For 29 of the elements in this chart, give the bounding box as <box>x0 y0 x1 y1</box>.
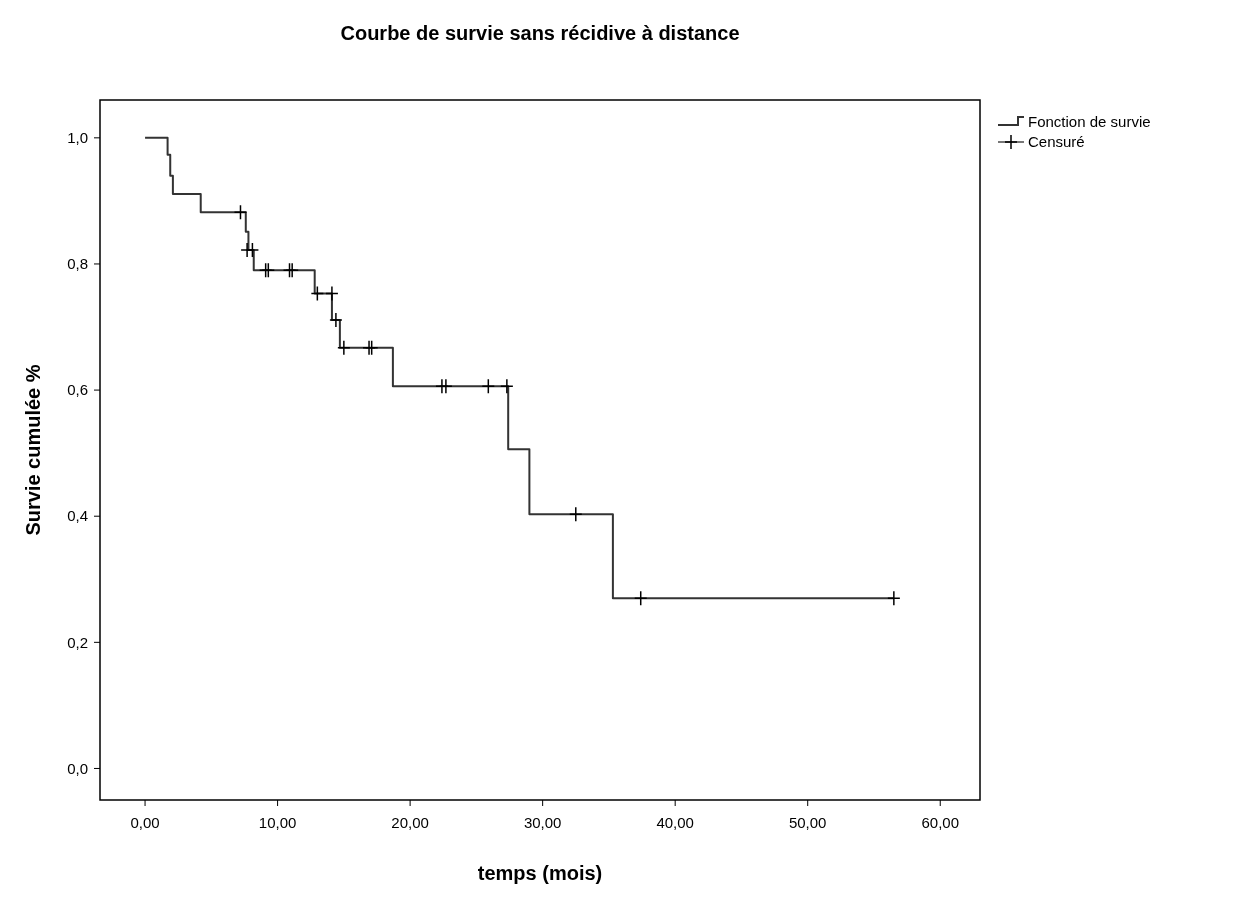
legend-label: Fonction de survie <box>1028 113 1151 131</box>
point <box>569 506 583 523</box>
x-tick-label: 30,00 <box>523 814 562 831</box>
point <box>245 242 260 258</box>
x-tick-label: 0,00 <box>130 814 160 831</box>
point <box>887 590 901 606</box>
y-axis-title: Survie cumulée % <box>22 364 44 536</box>
y-tick-label: 0,6 <box>67 381 88 399</box>
x-axis-title: temps (mois) <box>477 862 603 884</box>
y-tick-label: 1,0 <box>67 129 88 147</box>
x-tick-label: 50,00 <box>788 814 827 831</box>
point <box>325 285 339 302</box>
point <box>337 340 351 356</box>
y-tick-label: 0,4 <box>67 507 88 525</box>
point <box>310 285 325 302</box>
x-tick-label: 20,00 <box>391 814 429 831</box>
point <box>233 204 248 220</box>
x-tick-label: 60,00 <box>921 814 960 831</box>
y-tick-label: 0,0 <box>67 759 88 777</box>
point <box>481 378 496 395</box>
legend-label: Censuré <box>1028 133 1085 151</box>
x-tick-label: 10,00 <box>258 814 297 831</box>
point <box>329 312 343 328</box>
x-tick-label: 40,00 <box>656 814 694 831</box>
chart-title: Courbe de survie sans récidive à distance <box>340 22 740 44</box>
y-tick-label: 0,8 <box>67 255 88 273</box>
point <box>633 590 648 606</box>
point <box>500 378 514 395</box>
y-tick-label: 0,2 <box>67 633 88 651</box>
